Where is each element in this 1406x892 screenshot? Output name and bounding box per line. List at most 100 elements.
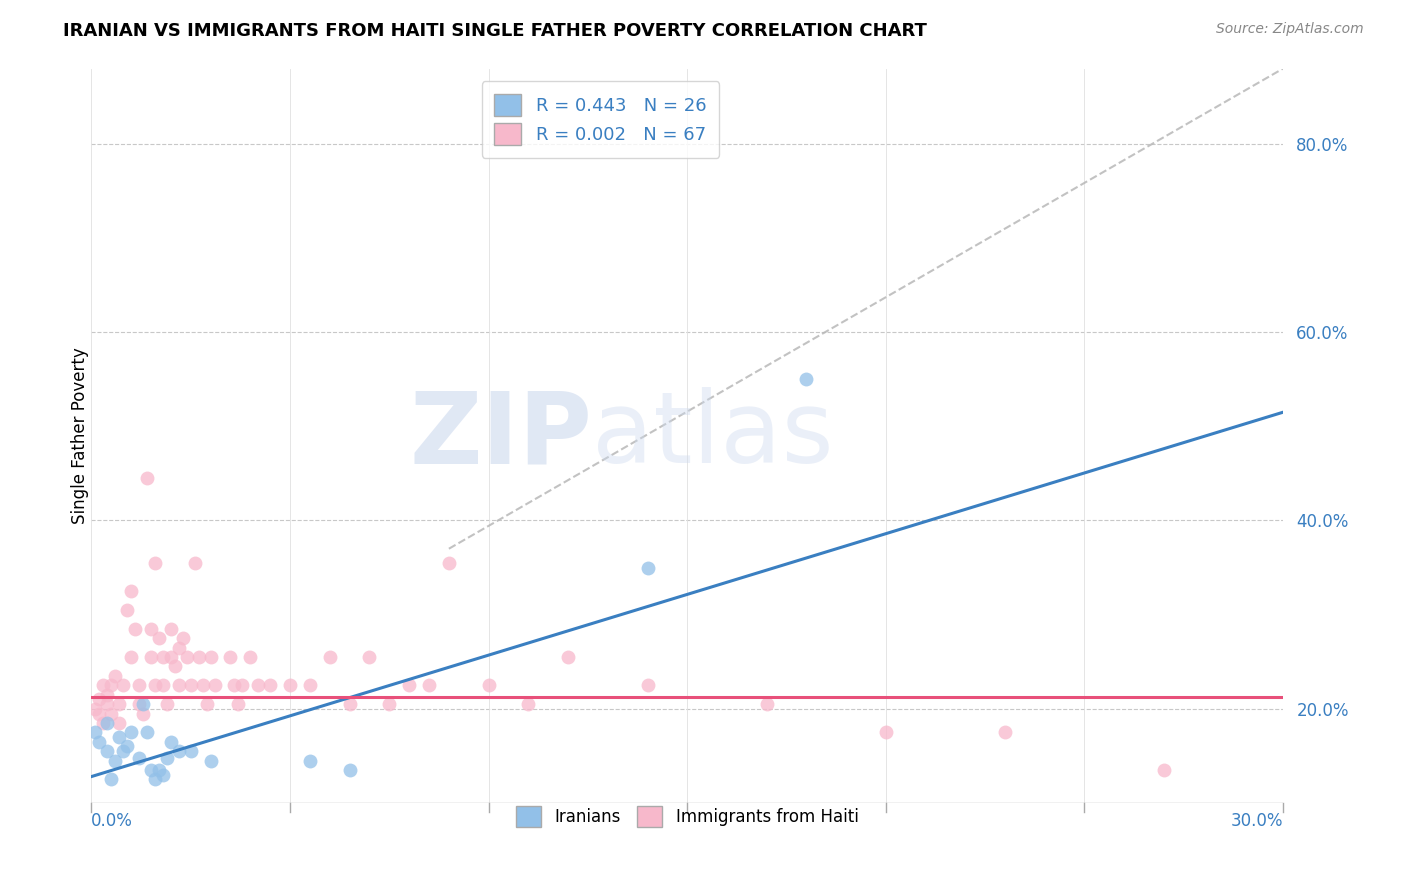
Point	[96, 715, 118, 730]
Point	[91, 678, 114, 692]
Point	[96, 697, 118, 711]
Point	[228, 697, 250, 711]
Point	[143, 678, 166, 692]
Point	[339, 763, 361, 777]
Point	[152, 678, 174, 692]
Point	[108, 730, 131, 744]
Point	[278, 678, 301, 692]
Point	[176, 650, 198, 665]
Point	[108, 715, 131, 730]
Point	[136, 471, 159, 485]
Point	[120, 650, 142, 665]
Point	[159, 735, 181, 749]
Point	[239, 650, 262, 665]
Point	[139, 650, 162, 665]
Point	[167, 640, 190, 655]
Point	[219, 650, 242, 665]
Point	[104, 754, 127, 768]
Point	[136, 725, 159, 739]
Point	[91, 715, 114, 730]
Point	[148, 631, 170, 645]
Point	[637, 560, 659, 574]
Text: atlas: atlas	[592, 387, 834, 484]
Legend: Iranians, Immigrants from Haiti: Iranians, Immigrants from Haiti	[508, 798, 868, 835]
Point	[637, 678, 659, 692]
Point	[100, 706, 122, 721]
Point	[112, 744, 135, 758]
Point	[139, 622, 162, 636]
Point	[163, 659, 186, 673]
Text: 30.0%: 30.0%	[1230, 813, 1284, 830]
Point	[96, 744, 118, 758]
Point	[84, 725, 107, 739]
Point	[517, 697, 540, 711]
Point	[167, 678, 190, 692]
Point	[128, 678, 150, 692]
Point	[796, 372, 818, 386]
Point	[89, 692, 111, 706]
Point	[115, 739, 138, 754]
Point	[100, 678, 122, 692]
Point	[120, 725, 142, 739]
Y-axis label: Single Father Poverty: Single Father Poverty	[72, 347, 89, 524]
Point	[167, 744, 190, 758]
Point	[875, 725, 897, 739]
Point	[231, 678, 253, 692]
Point	[159, 650, 181, 665]
Point	[84, 702, 107, 716]
Point	[755, 697, 778, 711]
Point	[89, 706, 111, 721]
Point	[132, 697, 155, 711]
Point	[108, 697, 131, 711]
Point	[298, 678, 321, 692]
Point	[1153, 763, 1175, 777]
Point	[200, 650, 222, 665]
Point	[128, 751, 150, 765]
Point	[159, 622, 181, 636]
Point	[172, 631, 194, 645]
Point	[437, 556, 460, 570]
Point	[298, 754, 321, 768]
Point	[200, 754, 222, 768]
Point	[180, 678, 202, 692]
Point	[152, 768, 174, 782]
Point	[115, 603, 138, 617]
Point	[180, 744, 202, 758]
Point	[187, 650, 209, 665]
Point	[478, 678, 501, 692]
Text: IRANIAN VS IMMIGRANTS FROM HAITI SINGLE FATHER POVERTY CORRELATION CHART: IRANIAN VS IMMIGRANTS FROM HAITI SINGLE …	[63, 22, 927, 40]
Point	[128, 697, 150, 711]
Text: 0.0%: 0.0%	[91, 813, 134, 830]
Point	[143, 556, 166, 570]
Point	[124, 622, 146, 636]
Point	[96, 688, 118, 702]
Point	[224, 678, 246, 692]
Point	[156, 751, 179, 765]
Point	[89, 735, 111, 749]
Point	[247, 678, 270, 692]
Point	[104, 669, 127, 683]
Point	[318, 650, 340, 665]
Point	[139, 763, 162, 777]
Point	[143, 772, 166, 787]
Point	[120, 584, 142, 599]
Point	[557, 650, 579, 665]
Point	[183, 556, 205, 570]
Text: ZIP: ZIP	[409, 387, 592, 484]
Point	[148, 763, 170, 777]
Point	[152, 650, 174, 665]
Point	[359, 650, 381, 665]
Point	[204, 678, 226, 692]
Point	[259, 678, 281, 692]
Text: Source: ZipAtlas.com: Source: ZipAtlas.com	[1216, 22, 1364, 37]
Point	[994, 725, 1017, 739]
Point	[378, 697, 401, 711]
Point	[156, 697, 179, 711]
Point	[191, 678, 214, 692]
Point	[339, 697, 361, 711]
Point	[132, 706, 155, 721]
Point	[100, 772, 122, 787]
Point	[398, 678, 420, 692]
Point	[195, 697, 218, 711]
Point	[112, 678, 135, 692]
